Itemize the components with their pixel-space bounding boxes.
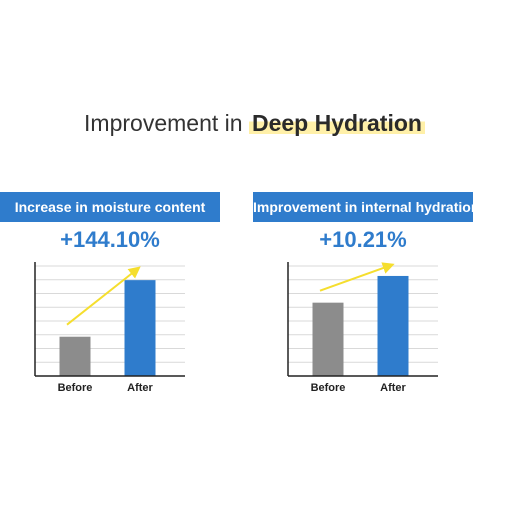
trend-arrow	[66, 266, 141, 326]
tick-label-before: Before	[311, 382, 346, 394]
moisture-label: Increase in moisture content	[0, 192, 220, 222]
bar-after	[377, 275, 409, 376]
bar-after	[124, 280, 156, 376]
hydration-label: Improvement in internal hydration	[253, 192, 473, 222]
hydration-panel: Improvement in internal hydration +10.21…	[253, 192, 473, 394]
bar-before	[59, 336, 91, 376]
bar-before	[312, 302, 344, 376]
hydration-change: +10.21%	[319, 227, 407, 252]
hydration-chart: Before After	[287, 262, 438, 394]
trend-arrow	[319, 262, 395, 292]
page-title: Improvement in Deep Hydration	[0, 110, 509, 137]
tick-label-after: After	[127, 382, 153, 394]
tick-label-before: Before	[58, 382, 93, 394]
moisture-chart: Before After	[34, 262, 185, 394]
moisture-panel: Increase in moisture content +144.10% Be…	[0, 192, 220, 394]
title-prefix: Improvement in	[84, 110, 249, 136]
moisture-change: +144.10%	[60, 227, 160, 252]
tick-label-after: After	[380, 382, 406, 394]
title-highlight: Deep Hydration	[248, 110, 425, 136]
